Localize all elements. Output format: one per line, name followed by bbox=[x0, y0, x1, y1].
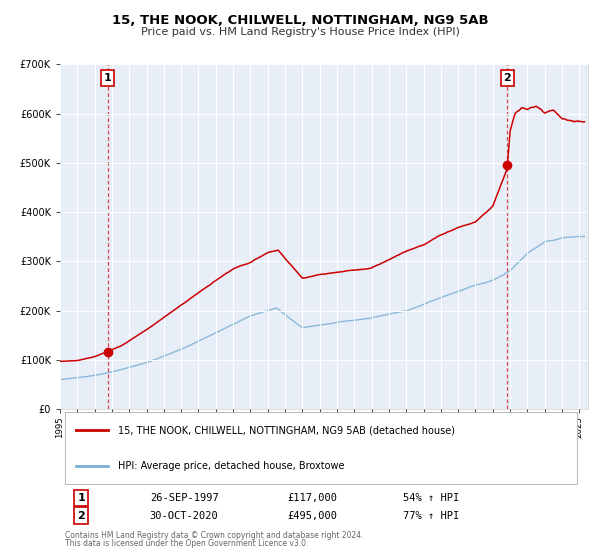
Text: 54% ↑ HPI: 54% ↑ HPI bbox=[403, 493, 460, 503]
FancyBboxPatch shape bbox=[65, 412, 577, 484]
Text: 15, THE NOOK, CHILWELL, NOTTINGHAM, NG9 5AB (detached house): 15, THE NOOK, CHILWELL, NOTTINGHAM, NG9 … bbox=[118, 425, 455, 435]
Text: 77% ↑ HPI: 77% ↑ HPI bbox=[403, 511, 460, 521]
Text: 30-OCT-2020: 30-OCT-2020 bbox=[150, 511, 218, 521]
Text: Price paid vs. HM Land Registry's House Price Index (HPI): Price paid vs. HM Land Registry's House … bbox=[140, 27, 460, 37]
Text: 15, THE NOOK, CHILWELL, NOTTINGHAM, NG9 5AB: 15, THE NOOK, CHILWELL, NOTTINGHAM, NG9 … bbox=[112, 14, 488, 27]
Text: £495,000: £495,000 bbox=[287, 511, 337, 521]
Text: This data is licensed under the Open Government Licence v3.0.: This data is licensed under the Open Gov… bbox=[65, 539, 308, 548]
Text: HPI: Average price, detached house, Broxtowe: HPI: Average price, detached house, Brox… bbox=[118, 461, 344, 471]
Text: Contains HM Land Registry data © Crown copyright and database right 2024.: Contains HM Land Registry data © Crown c… bbox=[65, 531, 364, 540]
Text: £117,000: £117,000 bbox=[287, 493, 337, 503]
Text: 2: 2 bbox=[77, 511, 85, 521]
Text: 1: 1 bbox=[77, 493, 85, 503]
Text: 1: 1 bbox=[104, 73, 112, 83]
Text: 26-SEP-1997: 26-SEP-1997 bbox=[150, 493, 218, 503]
Text: 2: 2 bbox=[503, 73, 511, 83]
